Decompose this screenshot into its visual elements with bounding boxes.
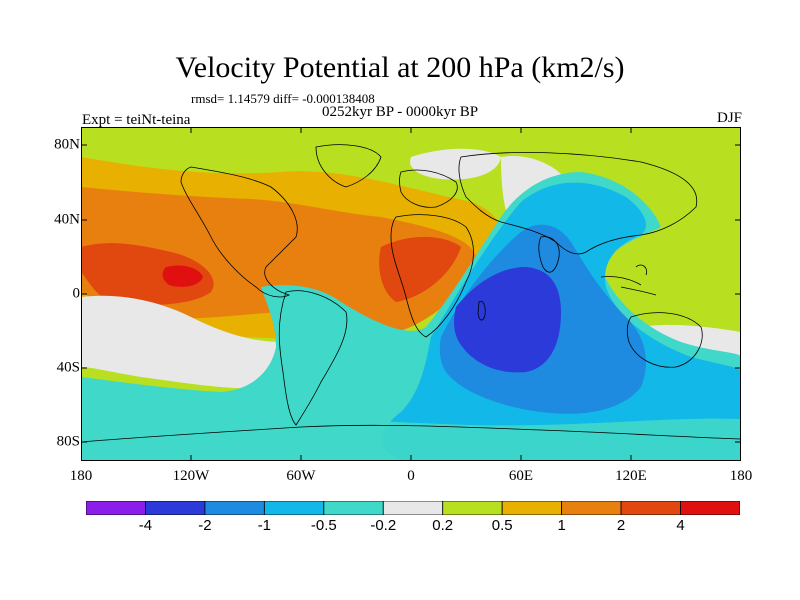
colorbar-label: -0.2 <box>370 517 397 534</box>
x-tick-label: 60W <box>286 468 316 484</box>
colorbar-swatch <box>382 501 444 515</box>
colorbar-label: -2 <box>198 517 212 534</box>
coast-south-america <box>278 290 348 426</box>
colorbar-label: 0.2 <box>432 517 454 534</box>
x-tick-label: 0 <box>407 468 415 484</box>
field-pacific-max <box>81 243 214 305</box>
coast-north-america <box>180 166 298 298</box>
coast-antarctica <box>81 424 741 443</box>
colorbar-label: 4 <box>676 517 685 534</box>
colorbar-swatch <box>263 501 325 515</box>
coast-indonesia <box>600 264 657 296</box>
x-tick-label: 120W <box>172 468 210 484</box>
field-south-white <box>81 295 291 389</box>
colorbar-swatch <box>501 501 563 515</box>
stats-text: rmsd= 1.14579 diff= -0.000138408 <box>191 91 375 106</box>
x-tick-label: 180 <box>729 468 753 484</box>
colorbar-swatch <box>86 501 146 515</box>
field-indian-min <box>454 267 561 373</box>
y-tick-label: 40S <box>56 359 80 376</box>
period-text: 0252kyr BP - 0000kyr BP <box>322 104 479 120</box>
colorbar <box>86 501 740 515</box>
coast-africa <box>390 214 474 338</box>
coast-australia <box>626 312 703 368</box>
coast-asia <box>458 152 698 255</box>
field-south-cyan <box>81 407 741 461</box>
colorbar-swatch <box>204 501 265 515</box>
season-label: DJF <box>716 110 742 126</box>
map-ticks <box>81 127 741 461</box>
page-title: Velocity Potential at 200 hPa (km2/s) <box>175 51 625 84</box>
map-plot <box>81 127 741 461</box>
colorbar-swatch <box>561 501 622 515</box>
y-tick-label: 80N <box>54 136 80 153</box>
x-tick-label: 60E <box>508 468 534 484</box>
colorbar-swatch <box>620 501 681 515</box>
x-tick-label: 120E <box>615 468 647 484</box>
colorbar-swatch <box>323 501 384 515</box>
colorbar-label: 1 <box>557 517 566 534</box>
x-tick-label: 180 <box>69 468 93 484</box>
coast-greenland <box>315 144 382 188</box>
colorbar-swatch <box>145 501 206 515</box>
colorbar-label: -4 <box>138 517 153 534</box>
field-africa-max <box>379 236 461 302</box>
y-tick-label: 80S <box>56 433 80 450</box>
colorbar-label: 2 <box>616 517 626 534</box>
experiment-label: Expt = teiNt-teina <box>82 112 191 128</box>
coast-madagascar <box>477 300 486 321</box>
y-tick-label: 0 <box>72 285 81 302</box>
field-arctic-green <box>81 127 741 159</box>
colorbar-label: -0.5 <box>310 517 337 534</box>
coast-india <box>538 236 560 273</box>
colorbar-swatch <box>442 501 503 515</box>
colorbar-swatch <box>680 501 740 515</box>
colorbar-label: -1 <box>257 517 272 534</box>
colorbar-label: 0.5 <box>491 517 513 534</box>
field-pacific-core <box>162 265 203 287</box>
y-tick-label: 40N <box>54 211 80 228</box>
coastlines <box>81 144 741 443</box>
coast-europe <box>399 169 458 208</box>
